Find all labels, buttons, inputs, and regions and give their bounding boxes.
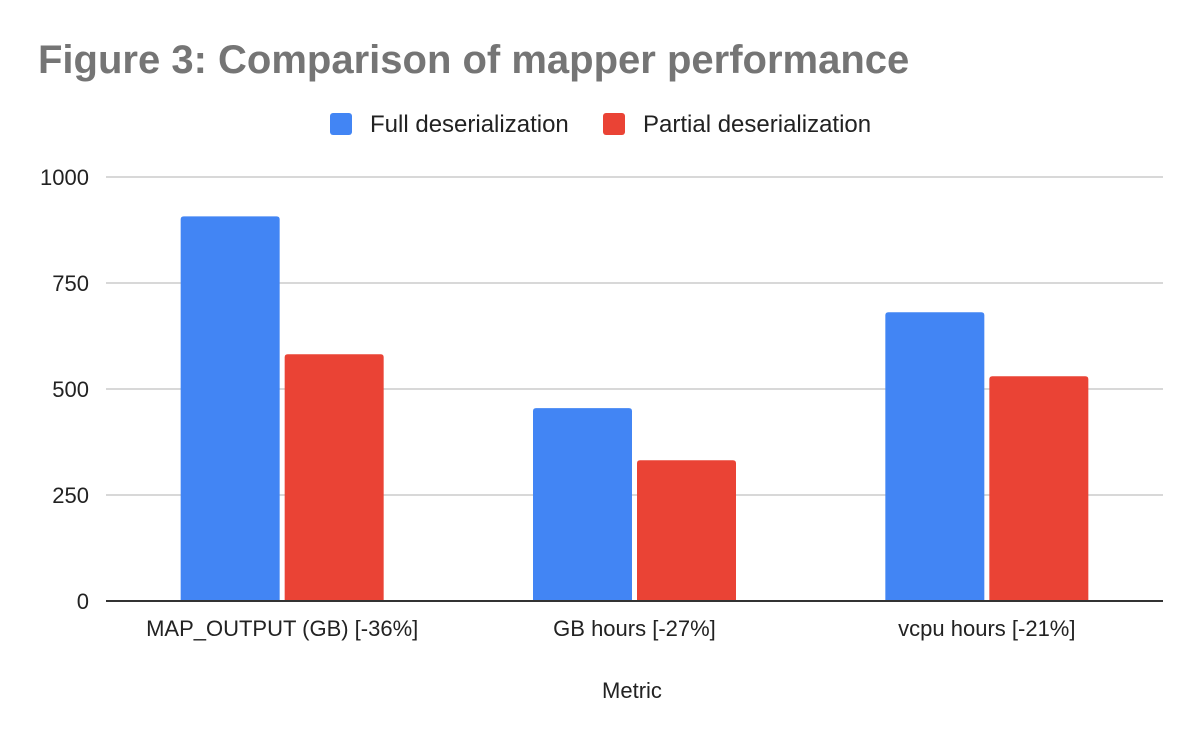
- bar-full-1: [533, 408, 632, 601]
- x-axis-title: Metric: [602, 678, 662, 703]
- y-tick-label-250: 250: [52, 483, 89, 508]
- bar-partial-0: [284, 354, 384, 601]
- bar-partial-1: [637, 460, 736, 601]
- x-tick-label-1: GB hours [-27%]: [553, 616, 716, 641]
- y-tick-label-750: 750: [52, 271, 89, 296]
- legend-swatch-full: [330, 113, 352, 135]
- legend-swatch-partial: [603, 113, 625, 135]
- y-tick-label-0: 0: [77, 589, 89, 614]
- x-tick-label-2: vcpu hours [-21%]: [898, 616, 1075, 641]
- y-tick-label-500: 500: [52, 377, 89, 402]
- bar-partial-2: [989, 376, 1089, 601]
- x-tick-label-0: MAP_OUTPUT (GB) [-36%]: [146, 616, 418, 641]
- legend: Full deserialization Partial deserializa…: [0, 108, 1200, 140]
- y-tick-label-1000: 1000: [40, 165, 89, 190]
- chart-title: Figure 3: Comparison of mapper performan…: [38, 38, 910, 82]
- bars: [180, 216, 1089, 601]
- legend-label-partial: Partial deserialization: [643, 111, 872, 138]
- bar-full-0: [180, 216, 280, 601]
- bar-full-2: [885, 312, 985, 601]
- axes: 0 250 500 750 1000 MAP_OUTPUT (GB) [-36%] GB h…: [40, 165, 1163, 641]
- legend-label-full: Full deserialization: [370, 111, 569, 138]
- gridlines: [106, 176, 1163, 496]
